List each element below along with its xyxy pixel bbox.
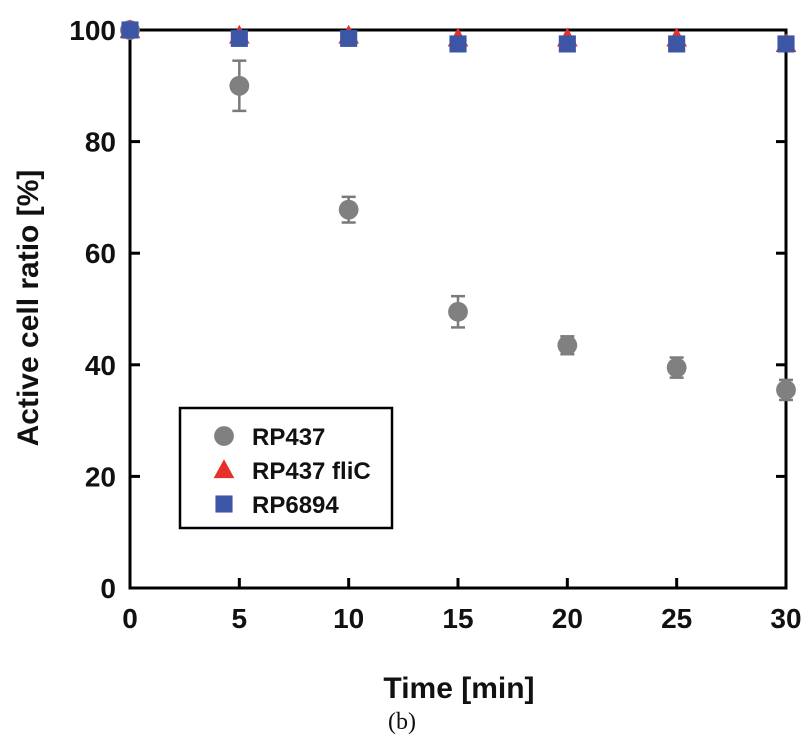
data-point [338, 199, 359, 220]
ticks-layer: 0 5 10 15 20 25 30 0 20 40 60 80 100 [69, 15, 801, 634]
series-rp437 [120, 20, 796, 402]
legend-label: RP437 [252, 424, 325, 451]
y-tick-label: 20 [85, 461, 116, 492]
legend-marker [213, 459, 235, 479]
data-point [229, 75, 250, 96]
x-tick-label: 15 [442, 603, 473, 634]
legend-marker [214, 426, 234, 446]
legend-box [178, 406, 394, 530]
x-tick-label: 30 [770, 603, 801, 634]
x-tick-label: 0 [122, 603, 138, 634]
data-point [449, 35, 467, 53]
x-axis-title: Time [min] [383, 672, 534, 705]
figure-caption: (b) [388, 709, 416, 735]
y-tick-label: 60 [85, 238, 116, 269]
y-axis-title: Active cell ratio [%] [12, 170, 45, 447]
data-point [558, 35, 576, 53]
legend: RP437 RP437 fliC RP6894 [178, 406, 394, 530]
data-point [666, 357, 687, 378]
data-point [776, 380, 796, 400]
y-tick-label: 100 [69, 15, 116, 46]
marks-layer [119, 19, 797, 402]
data-point [230, 29, 248, 47]
legend-label: RP437 fliC [252, 458, 371, 485]
legend-label: RP6894 [252, 492, 339, 519]
series-rp6894 [121, 21, 795, 53]
x-tick-label: 5 [232, 603, 248, 634]
data-point [777, 35, 795, 53]
x-tick-label: 10 [333, 603, 364, 634]
data-point [448, 301, 468, 322]
x-tick-label: 20 [552, 603, 583, 634]
y-tick-label: 40 [85, 350, 116, 381]
data-point [121, 21, 139, 39]
y-tick-label: 0 [100, 573, 116, 604]
legend-marker [215, 495, 233, 513]
data-point [340, 29, 358, 47]
data-point [557, 335, 578, 356]
y-tick-label: 80 [85, 127, 116, 158]
x-tick-label: 25 [661, 603, 692, 634]
data-point [668, 35, 686, 53]
